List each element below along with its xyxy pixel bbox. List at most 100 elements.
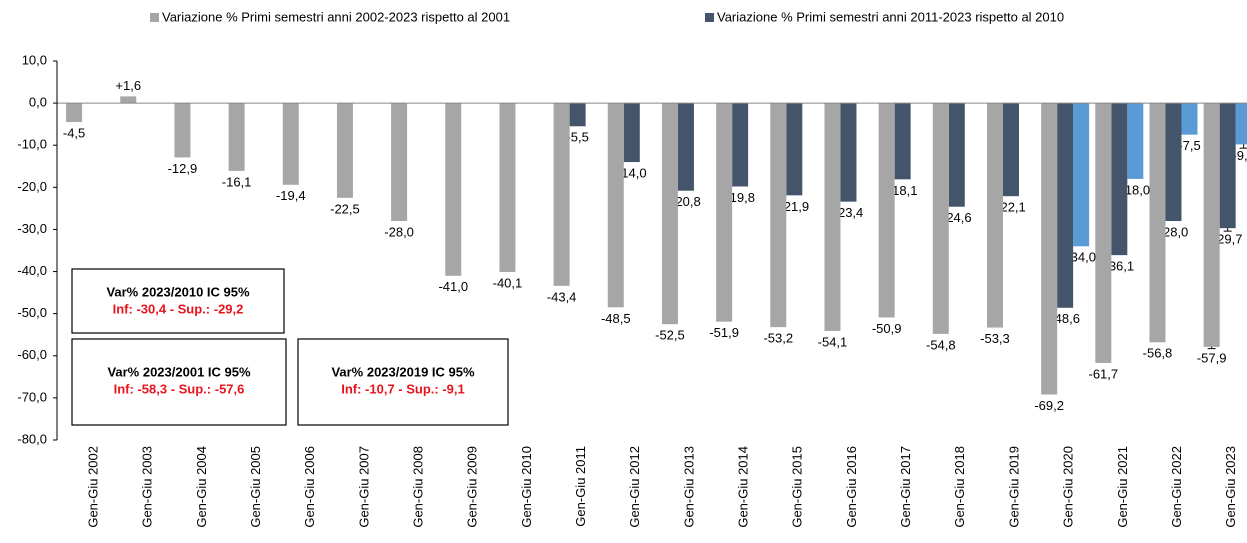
data-label: -5,5 [566,130,588,145]
data-label: -19,8 [725,190,755,205]
bar [228,103,245,171]
x-tick-label: Gen-Giu 2006 [302,446,317,528]
data-label: -20,8 [671,194,701,209]
annotation-title: Var% 2023/2010 IC 95% [106,284,250,299]
data-label: -40,1 [493,275,523,290]
data-label: -16,1 [222,174,252,189]
bar [174,103,191,158]
bar [120,96,137,104]
y-tick-label: -10,0 [17,137,47,152]
bar [661,103,678,325]
bar [1073,103,1090,247]
data-label: -14,0 [617,166,647,181]
data-label: -18,0 [1120,182,1150,197]
bar [1165,103,1182,222]
bar [66,103,83,123]
data-label: -7,5 [1178,138,1200,153]
bar [716,103,733,322]
bar [932,103,949,334]
data-label: -50,9 [872,321,902,336]
data-label: -53,2 [763,331,793,346]
data-label: -48,5 [601,311,631,326]
annotation-title: Var% 2023/2001 IC 95% [107,364,251,379]
bar [1203,103,1220,347]
data-label: -9,8 [1232,148,1247,163]
x-tick-label: Gen-Giu 2007 [356,446,371,528]
data-label: -18,1 [888,183,918,198]
bar [1181,103,1198,135]
bar [336,103,353,198]
y-tick-label: -40,0 [17,263,47,278]
bar [1149,103,1166,343]
y-tick-label: 0,0 [29,95,47,110]
data-label: -28,0 [384,224,414,239]
bar [282,103,299,185]
bar [824,103,841,331]
y-tick-label: -20,0 [17,179,47,194]
x-tick-label: Gen-Giu 2003 [140,446,155,528]
bar [948,103,965,207]
bar [1219,103,1236,229]
legend-label: Variazione % Primi semestri anni 2011-20… [717,9,1064,24]
x-tick-label: Gen-Giu 2011 [573,446,588,527]
x-tick-label: Gen-Giu 2014 [736,446,751,528]
y-tick-label: -30,0 [17,221,47,236]
bar [770,103,787,328]
x-tick-label: Gen-Giu 2002 [86,446,101,528]
bar [1111,103,1128,256]
bar [1127,103,1144,179]
data-label: -36,1 [1104,259,1134,274]
legend-swatch [705,13,714,22]
x-tick-label: Gen-Giu 2015 [790,446,805,528]
x-tick-label: Gen-Giu 2021 [1115,446,1130,528]
x-tick-label: Gen-Giu 2004 [194,446,209,528]
data-label: -19,4 [276,188,306,203]
y-tick-label: 10,0 [22,52,47,67]
x-tick-label: Gen-Giu 2010 [519,446,534,528]
data-label: -53,3 [980,331,1010,346]
annotation-text: Inf: -30,4 - Sup.: -29,2 [113,301,244,316]
x-tick-label: Gen-Giu 2008 [411,446,426,528]
bar [986,103,1003,328]
data-label: -57,9 [1197,350,1227,365]
data-label: -51,9 [709,325,739,340]
bar [677,103,694,191]
x-tick-label: Gen-Giu 2012 [627,446,642,528]
data-label: -43,4 [547,289,577,304]
x-tick-label: Gen-Giu 2019 [1006,446,1021,528]
data-label: -28,0 [1159,224,1189,239]
bar [445,103,462,276]
data-label: -22,1 [996,200,1026,215]
annotation-text: Inf: -58,3 - Sup.: -57,6 [114,381,245,396]
annotation-box [297,338,509,426]
x-tick-label: Gen-Giu 2013 [681,446,696,528]
data-label: -34,0 [1066,250,1096,265]
legend-swatch [150,13,159,22]
x-tick-label: Gen-Giu 2009 [465,446,480,528]
x-tick-label: Gen-Giu 2017 [898,446,913,528]
x-tick-label: Gen-Giu 2005 [248,446,263,528]
bar [786,103,803,196]
x-tick-label: Gen-Giu 2018 [952,446,967,528]
y-tick-label: -70,0 [17,389,47,404]
y-tick-label: -60,0 [17,347,47,362]
data-label: -61,7 [1088,366,1118,381]
x-tick-label: Gen-Giu 2023 [1223,446,1238,528]
data-label: -54,8 [926,337,956,352]
bar [607,103,624,308]
bar [878,103,895,318]
data-label: -12,9 [168,161,198,176]
bar [1002,103,1019,197]
data-label: -56,8 [1143,346,1173,361]
data-label: -69,2 [1034,398,1064,413]
bar [1235,103,1247,145]
bar [553,103,570,286]
y-tick-label: -80,0 [17,431,47,446]
x-tick-label: Gen-Giu 2022 [1169,446,1184,528]
data-label: -21,9 [779,199,809,214]
data-label: +1,6 [115,78,141,93]
bar [1041,103,1058,395]
annotation-text: Inf: -10,7 - Sup.: -9,1 [341,381,465,396]
